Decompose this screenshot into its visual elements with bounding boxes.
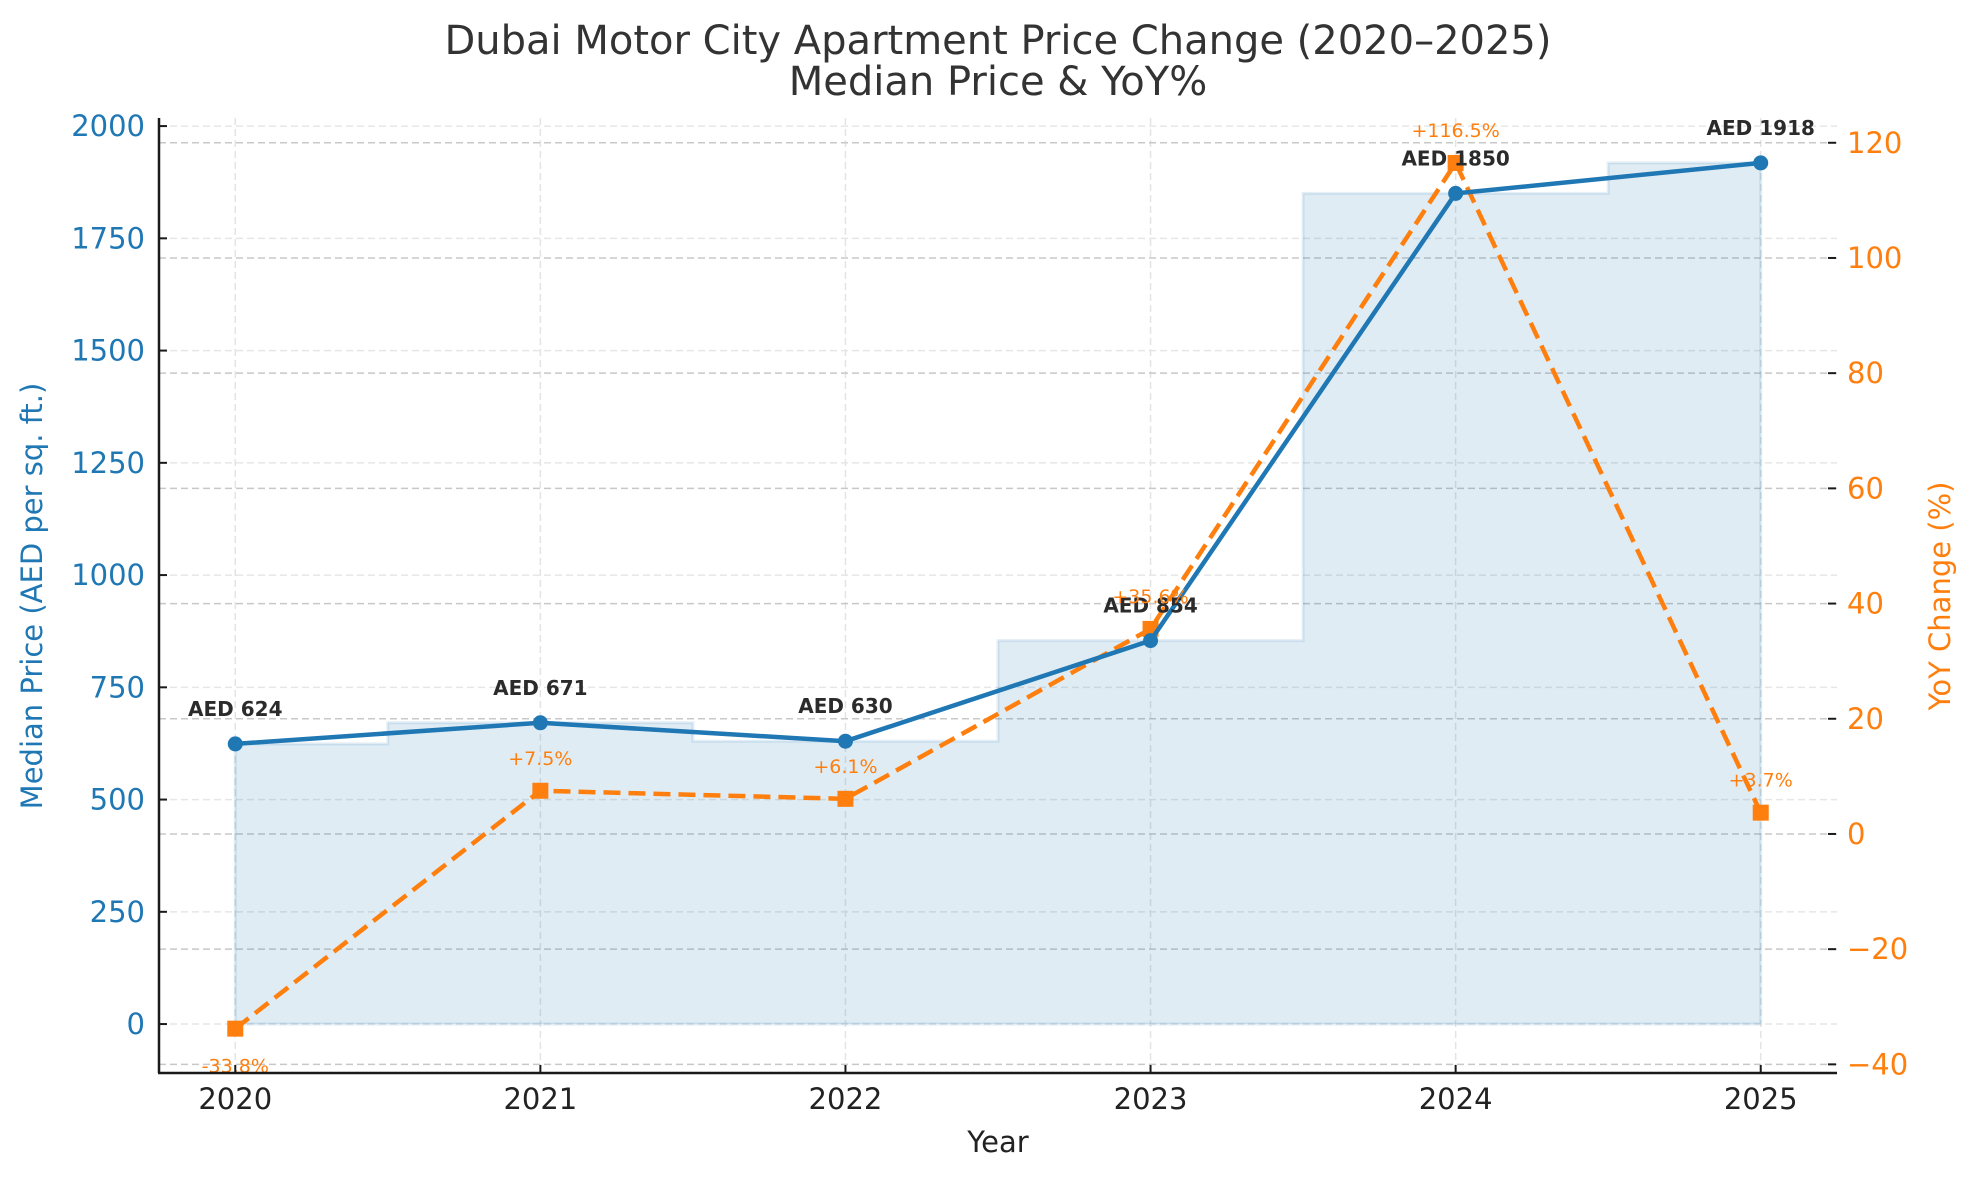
y-tick-label-left: 250 bbox=[90, 895, 145, 929]
y-tick-label-right: 20 bbox=[1847, 702, 1884, 736]
x-tick-label: 2020 bbox=[198, 1082, 272, 1116]
x-tick-label: 2021 bbox=[503, 1082, 577, 1116]
grid bbox=[159, 118, 1837, 1073]
x-tick-label: 2025 bbox=[1724, 1082, 1798, 1116]
y-axis-label-left: Median Price (AED per sq. ft.) bbox=[15, 383, 49, 810]
yoy-data-label: +7.5% bbox=[508, 748, 572, 770]
price-series bbox=[227, 155, 1769, 752]
y-tick-label-right: 100 bbox=[1847, 241, 1902, 275]
data-labels: AED 624 AED 671 AED 630 AED 854 AED 1850 AED … bbox=[188, 116, 1815, 1078]
y-tick-label-left: 1250 bbox=[71, 446, 145, 480]
x-axis-label: Year bbox=[966, 1125, 1028, 1159]
x-tick-label: 2024 bbox=[1419, 1082, 1493, 1116]
yoy-data-label: +35.6% bbox=[1112, 586, 1188, 608]
price-data-label: AED 854 bbox=[1103, 594, 1197, 618]
price-data-label: AED 1850 bbox=[1401, 146, 1509, 170]
yoy-data-label: +116.5% bbox=[1411, 120, 1499, 142]
price-marker bbox=[1753, 155, 1769, 171]
y-tick-label-right: 120 bbox=[1847, 126, 1902, 160]
price-line bbox=[235, 160, 1761, 747]
price-marker bbox=[837, 733, 853, 749]
x-tick-label: 2023 bbox=[1114, 1082, 1188, 1116]
yoy-series bbox=[227, 154, 1769, 1037]
price-data-label: AED 624 bbox=[188, 697, 282, 721]
y-tick-label-left: 1500 bbox=[71, 334, 145, 368]
price-data-label: AED 671 bbox=[493, 676, 587, 700]
price-data-label: AED 630 bbox=[798, 694, 892, 718]
price-data-label: AED 1918 bbox=[1707, 116, 1815, 140]
y-tick-label-right: 80 bbox=[1847, 356, 1884, 390]
yoy-data-label: +3.7% bbox=[1729, 770, 1793, 792]
price-marker bbox=[227, 736, 243, 752]
y-tick-label-left: 750 bbox=[90, 670, 145, 704]
y-tick-label-right: 40 bbox=[1847, 587, 1884, 621]
y-tick-label-left: 2000 bbox=[71, 109, 145, 143]
price-step-area bbox=[233, 161, 1763, 1026]
y-tick-label-left: 1750 bbox=[71, 221, 145, 255]
price-marker bbox=[1143, 633, 1159, 649]
yoy-marker bbox=[532, 782, 549, 799]
y-axis-label-right: YoY Change (%) bbox=[1923, 482, 1957, 712]
yoy-marker bbox=[837, 790, 854, 807]
y-tick-label-right: −20 bbox=[1847, 932, 1908, 966]
yoy-data-label: +6.1% bbox=[813, 756, 877, 778]
yoy-marker bbox=[1447, 154, 1464, 171]
x-tick-label: 2022 bbox=[809, 1082, 883, 1116]
price-marker bbox=[1448, 185, 1464, 201]
axes: 0 250 500 750 1000 1250 1500 1750 2000 −40 −20 0 20 4… bbox=[71, 109, 1908, 1116]
chart-title: Dubai Motor City Apartment Price Change … bbox=[445, 18, 1552, 64]
y-tick-label-left: 0 bbox=[127, 1007, 145, 1041]
yoy-marker bbox=[227, 1020, 244, 1037]
y-tick-label-left: 1000 bbox=[71, 558, 145, 592]
y-tick-label-left: 500 bbox=[90, 783, 145, 817]
y-tick-label-right: 0 bbox=[1847, 817, 1865, 851]
y-tick-label-right: −40 bbox=[1847, 1047, 1908, 1081]
chart-subtitle: Median Price & YoY% bbox=[789, 59, 1207, 105]
price-area-fill bbox=[233, 161, 1763, 1026]
y-tick-label-right: 60 bbox=[1847, 471, 1884, 505]
price-marker bbox=[532, 715, 548, 731]
yoy-marker bbox=[1752, 804, 1769, 821]
yoy-line bbox=[233, 158, 1763, 1031]
